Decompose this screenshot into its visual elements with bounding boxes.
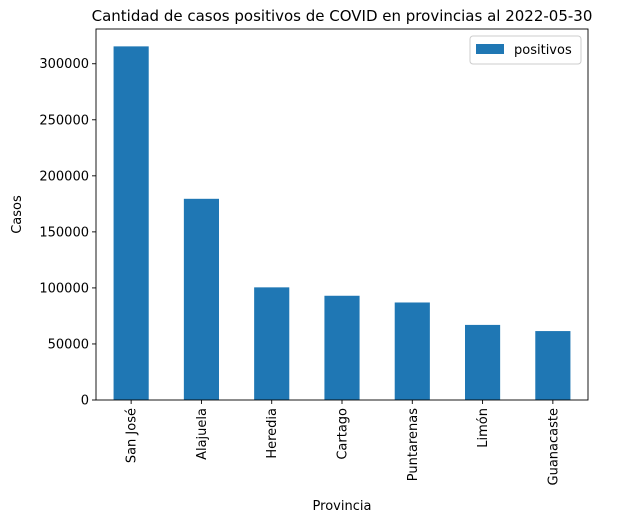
legend-swatch	[476, 44, 504, 54]
chart-title: Cantidad de casos positivos de COVID en …	[92, 7, 593, 25]
legend-frame	[469, 35, 582, 65]
y-tick-label: 300000	[39, 57, 89, 72]
y-tick-label: 0	[81, 394, 89, 409]
bar-puntarenas	[394, 302, 430, 400]
plot-area: 0 50000 100000 150000 200000 250000 300000 San …	[39, 28, 589, 485]
y-tick-label: 150000	[39, 225, 89, 240]
legend: positivos	[469, 35, 582, 65]
bar-limón	[465, 324, 501, 400]
x-tick-label: Heredia	[265, 408, 280, 459]
x-tick-label: Limón	[476, 408, 491, 448]
bar-alajuela	[183, 198, 219, 400]
x-tick-label: Cartago	[336, 408, 351, 460]
x-axis-title: Provincia	[313, 499, 372, 514]
legend-label: positivos	[514, 43, 572, 58]
x-tick-label: San José	[125, 408, 140, 463]
bar-heredia	[254, 287, 290, 400]
y-tick-label: 100000	[39, 281, 89, 296]
y-tick-label: 200000	[39, 169, 89, 184]
x-tick-label: Guanacaste	[546, 408, 561, 485]
x-tick-label: Alajuela	[195, 408, 210, 460]
bar-san-josé	[113, 46, 149, 401]
y-tick-label: 50000	[48, 337, 89, 352]
bar-cartago	[324, 295, 360, 400]
y-tick-label: 250000	[39, 113, 89, 128]
bar-guanacaste	[535, 331, 571, 400]
x-tick-label: Puntarenas	[406, 408, 421, 481]
y-axis-title: Casos	[10, 195, 25, 234]
